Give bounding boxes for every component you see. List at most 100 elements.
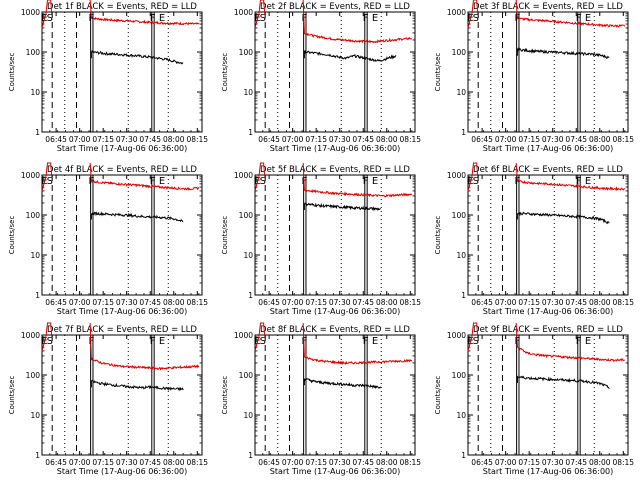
- panel-title: Det 3f BLACK = Events, RED = LLD: [473, 2, 623, 12]
- events-series: [303, 201, 381, 212]
- marker-label: S: [473, 336, 479, 347]
- x-tick-label: 07:00: [282, 458, 304, 467]
- x-tick-label: 06:45: [258, 458, 280, 467]
- y-axis-label: Counts/sec: [434, 216, 442, 255]
- x-tick-label: 06:45: [471, 458, 493, 467]
- y-tick-label: 1: [461, 451, 466, 460]
- lld-series-spike: [254, 322, 266, 352]
- y-tick-label: 1000: [21, 171, 40, 180]
- marker-label: F: [150, 336, 156, 347]
- y-tick-label: 1000: [447, 8, 466, 17]
- panel-title: Det 4f BLACK = Events, RED = LLD: [47, 165, 197, 175]
- lld-series: [302, 0, 413, 44]
- lld-series-spike: [41, 0, 53, 29]
- y-tick-label: 10: [243, 251, 253, 260]
- y-tick-label: 10: [456, 411, 466, 420]
- x-tick-label: 07:00: [282, 135, 304, 144]
- plot-frame: [467, 334, 629, 456]
- x-tick-label: 08:15: [399, 298, 421, 307]
- marker-label: E: [372, 176, 378, 187]
- marker-label: E: [372, 336, 378, 347]
- x-tick-label: 07:00: [69, 135, 91, 144]
- lld-series: [302, 162, 413, 198]
- x-axis-label: Start Time (17-Aug-06 06:36:00): [270, 144, 401, 153]
- x-tick-label: 08:15: [399, 458, 421, 467]
- lld-series-spike: [467, 162, 479, 192]
- x-tick-label: 07:30: [329, 458, 351, 467]
- marker-label: F: [89, 336, 95, 347]
- panel-det-4: Det 4f BLACK = Events, RED = LLD 1 10 100 10…: [8, 162, 208, 316]
- y-tick-label: 1: [248, 291, 253, 300]
- x-tick-label: 07:45: [352, 458, 374, 467]
- x-tick-label: 08:00: [163, 298, 185, 307]
- plot-frame: [41, 174, 203, 296]
- marker-label: E: [372, 13, 378, 24]
- x-tick-label: 07:30: [116, 135, 138, 144]
- marker-label: F: [150, 13, 156, 24]
- y-axis-label: Counts/sec: [434, 53, 442, 92]
- y-tick-label: 100: [26, 371, 41, 380]
- panel-title: Det 5f BLACK = Events, RED = LLD: [260, 165, 410, 175]
- plot-frame: [41, 334, 203, 456]
- lld-series: [89, 162, 200, 191]
- y-tick-label: 10: [30, 251, 40, 260]
- y-tick-label: 1: [35, 128, 40, 137]
- events-series: [90, 379, 184, 392]
- x-tick-label: 06:45: [45, 298, 67, 307]
- x-tick-label: 07:15: [92, 458, 114, 467]
- marker-label: F: [363, 13, 369, 24]
- x-tick-label: 07:15: [518, 458, 540, 467]
- y-axis-label: Counts/sec: [221, 53, 229, 92]
- x-tick-label: 08:15: [612, 298, 634, 307]
- y-tick-label: 1: [35, 451, 40, 460]
- x-tick-label: 06:45: [45, 135, 67, 144]
- marker-label: S: [260, 176, 266, 187]
- y-tick-label: 1: [461, 291, 466, 300]
- x-tick-label: 08:15: [186, 298, 208, 307]
- y-tick-label: 1000: [234, 8, 253, 17]
- x-tick-label: 07:00: [495, 458, 517, 467]
- y-axis-label: Counts/sec: [434, 376, 442, 415]
- x-tick-label: 06:45: [471, 298, 493, 307]
- x-tick-label: 08:15: [186, 135, 208, 144]
- marker-label: E: [159, 176, 165, 187]
- events-series: [516, 47, 610, 59]
- x-tick-label: 07:15: [92, 135, 114, 144]
- x-tick-label: 07:15: [305, 458, 327, 467]
- marker-label: S: [47, 13, 53, 24]
- panel-title: Det 7f BLACK = Events, RED = LLD: [47, 325, 197, 335]
- marker-label: E: [159, 336, 165, 347]
- y-axis-label: Counts/sec: [8, 53, 16, 92]
- x-axis-label: Start Time (17-Aug-06 06:36:00): [483, 144, 614, 153]
- y-tick-label: 100: [452, 371, 467, 380]
- plot-frame: [41, 11, 203, 133]
- x-tick-label: 08:00: [163, 135, 185, 144]
- x-axis-label: Start Time (17-Aug-06 06:36:00): [57, 467, 188, 476]
- panel-title: Det 8f BLACK = Events, RED = LLD: [260, 325, 410, 335]
- marker-label: F: [363, 176, 369, 187]
- x-axis-label: Start Time (17-Aug-06 06:36:00): [270, 467, 401, 476]
- y-tick-label: 100: [239, 371, 254, 380]
- events-series: [303, 377, 381, 390]
- y-tick-label: 1: [248, 451, 253, 460]
- y-tick-label: 10: [30, 411, 40, 420]
- x-tick-label: 07:00: [495, 298, 517, 307]
- y-axis-label: Counts/sec: [8, 376, 16, 415]
- x-tick-label: 07:00: [69, 298, 91, 307]
- y-tick-label: 100: [26, 211, 41, 220]
- panel-det-6: Det 6f BLACK = Events, RED = LLD 1 10 100 10…: [434, 162, 634, 316]
- lld-series-spike: [254, 0, 266, 29]
- x-tick-label: 07:15: [305, 298, 327, 307]
- events-series: [516, 211, 610, 225]
- y-tick-label: 1000: [234, 331, 253, 340]
- x-axis-label: Start Time (17-Aug-06 06:36:00): [483, 467, 614, 476]
- x-tick-label: 08:15: [399, 135, 421, 144]
- x-tick-label: 08:15: [186, 458, 208, 467]
- plot-frame: [254, 334, 416, 456]
- x-tick-label: 07:45: [352, 298, 374, 307]
- panel-det-7: Det 7f BLACK = Events, RED = LLD 1 10 100 10…: [8, 322, 208, 476]
- x-tick-label: 07:45: [352, 135, 374, 144]
- panel-title: Det 6f BLACK = Events, RED = LLD: [473, 165, 623, 175]
- x-tick-label: 08:00: [376, 458, 398, 467]
- y-tick-label: 10: [30, 88, 40, 97]
